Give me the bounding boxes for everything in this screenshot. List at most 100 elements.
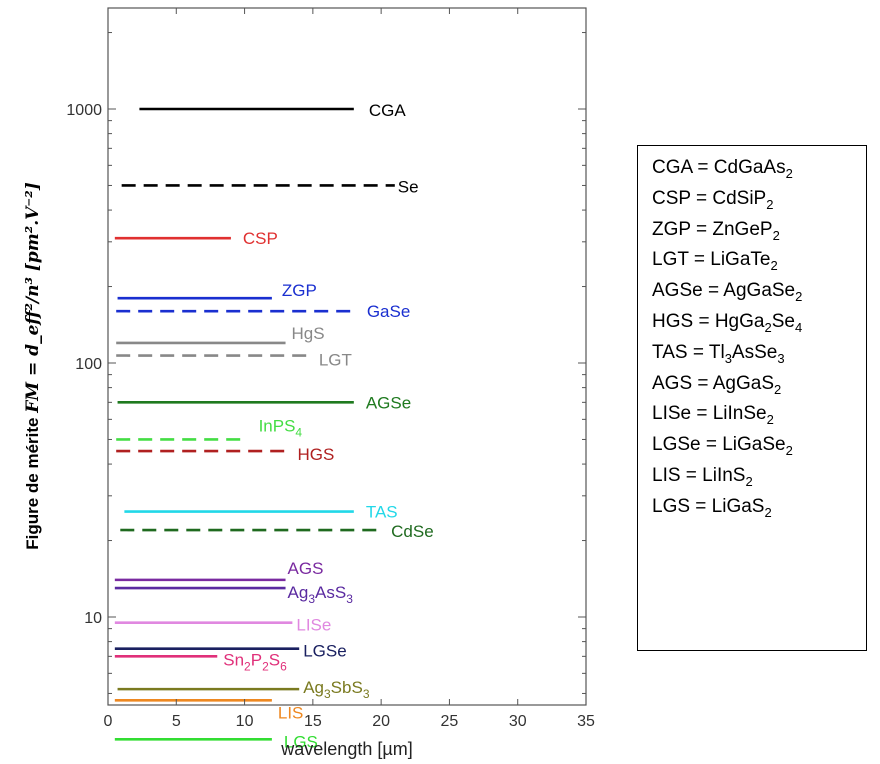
series-label-subscript: 2 — [244, 659, 251, 673]
legend-entry-text: ZGP = ZnGeP — [652, 218, 773, 240]
x-tick-label: 20 — [372, 713, 390, 730]
legend-entry-text: HGS = HgGa — [652, 310, 765, 332]
series-label-part: LGS — [284, 732, 318, 751]
legend-entry-text: CGA = CdGaAs — [652, 157, 786, 178]
legend-entry-text: LGS = LiGaS — [652, 495, 765, 517]
legend-entry: LISe = LiInSe2 — [652, 399, 866, 430]
series-label-part: Se — [398, 177, 419, 196]
legend-entry-text: LGSe = LiGaSe — [652, 434, 786, 456]
legend-entry-text: AsSe — [731, 341, 778, 363]
x-tick-label: 35 — [577, 713, 595, 730]
series-label-subscript: 3 — [308, 592, 315, 606]
series-label-subscript: 6 — [280, 659, 287, 673]
legend-entry-subscript: 2 — [770, 258, 778, 274]
legend-entry-subscript: 2 — [774, 381, 782, 397]
x-axis-label: wavelength [µm] — [280, 739, 412, 759]
series-label: AGS — [288, 559, 324, 578]
series-label-subscript: 4 — [295, 425, 302, 439]
legend-entry-subscript: 2 — [795, 288, 803, 304]
series-label-part: P — [251, 650, 262, 669]
legend-entry-subscript: 2 — [745, 473, 753, 489]
series-label: HgS — [292, 324, 325, 343]
y-axis-label-formula: FM = d_eff²/n³ [pm².V⁻²] — [23, 182, 43, 414]
series-label-subscript: 3 — [346, 592, 353, 606]
ticks-layer: 0 5 10 15 20 25 30 35 10 100 1000 — [66, 8, 595, 730]
series-label-part: CSP — [243, 229, 278, 248]
y-tick-label: 100 — [75, 356, 102, 373]
legend-entry: AGS = AgGaS2 — [652, 369, 866, 400]
legend-entry: HGS = HgGa2Se4 — [652, 307, 866, 338]
legend-entry: LGT = LiGaTe2 — [652, 245, 866, 276]
legend-entry-subscript: 2 — [764, 504, 772, 520]
series-label: CGA — [369, 101, 407, 120]
legend-entry: LIS = LiInS2 — [652, 461, 866, 492]
series-label: LGS — [284, 732, 318, 751]
series-label: LIS — [278, 703, 304, 722]
series-label-part: ZGP — [282, 281, 317, 300]
series-label: Ag3SbS3 — [303, 678, 370, 701]
x-tick-label: 0 — [104, 713, 113, 730]
y-tick-label: 10 — [84, 610, 102, 627]
legend-entry-subscript: 2 — [766, 412, 774, 428]
series-label: Se — [398, 177, 419, 196]
legend-entry-subscript: 2 — [772, 227, 780, 243]
series-label-part: S — [269, 650, 280, 669]
legend-entry-text: TAS = Tl — [652, 341, 725, 363]
abbreviation-legend: CGA = CdGaAs2 CSP = CdSiP2 ZGP = ZnGeP2 LGT… — [637, 145, 867, 651]
y-axis-label-text: Figure de mérite — [23, 413, 42, 550]
series-label-part: LIS — [278, 703, 304, 722]
x-tick-label: 25 — [441, 713, 459, 730]
x-tick-label: 15 — [304, 713, 322, 730]
legend-entry-subscript: 2 — [785, 165, 793, 181]
series-label: LGT — [319, 351, 352, 370]
series-label-part: Ag — [303, 678, 324, 697]
series-layer: TeCGASeCSPZGPGaSeHgSLGTAGSeInPS4HGSTASCd… — [114, 101, 434, 751]
legend-entry: CSP = CdSiP2 — [652, 184, 866, 215]
series-label: GaSe — [367, 302, 410, 321]
series-label-subscript: 2 — [262, 659, 269, 673]
legend-entry-text: AGSe = AgGaSe — [652, 280, 796, 302]
series-label-part: LGT — [319, 351, 352, 370]
series-label: LISe — [296, 616, 331, 635]
legend-entry-text: LGT = LiGaTe — [652, 249, 771, 271]
legend-entry-text: CSP = CdSiP — [652, 187, 767, 209]
series-label: AGSe — [366, 393, 411, 412]
y-axis-label: Figure de mérite FM = d_eff²/n³ [pm².V⁻²… — [23, 182, 43, 550]
legend-entry-subscript: 2 — [766, 196, 774, 212]
legend-entry-subscript: 2 — [764, 319, 772, 335]
legend-entry-text: LISe = LiInSe — [652, 403, 767, 425]
series-label: Sn2P2S6 — [223, 650, 287, 673]
series-label: InPS4 — [259, 416, 303, 439]
series-label-part: LGSe — [303, 642, 346, 661]
series-label-part: Ag — [288, 583, 309, 602]
series-label: Ag3AsS3 — [288, 583, 354, 606]
legend-entry-text: LIS = LiInS — [652, 464, 746, 486]
y-tick-label: 1000 — [66, 102, 102, 119]
legend-entry: TAS = Tl3AsSe3 — [652, 338, 866, 369]
legend-entry-subscript: 3 — [724, 350, 732, 366]
legend-entry-text: Se — [771, 310, 795, 332]
series-label-part: LISe — [296, 616, 331, 635]
legend-entry-subscript: 3 — [777, 350, 785, 366]
series-label-part: AGS — [288, 559, 324, 578]
x-tick-label: 5 — [172, 713, 181, 730]
series-label-part: Sn — [223, 650, 244, 669]
legend-entry: LGS = LiGaS2 — [652, 492, 866, 523]
series-label: LGSe — [303, 642, 346, 661]
series-label-subscript: 3 — [324, 687, 331, 701]
series-label-subscript: 3 — [363, 687, 370, 701]
series-label-part: CGA — [369, 101, 407, 120]
series-label-part: SbS — [331, 678, 363, 697]
series-label-part: HGS — [298, 445, 335, 464]
series-label-part: GaSe — [367, 302, 410, 321]
series-label-part: InPS — [259, 416, 296, 435]
series-label: ZGP — [282, 281, 317, 300]
series-label: CdSe — [391, 522, 434, 541]
legend-entry: LGSe = LiGaSe2 — [652, 430, 866, 461]
x-tick-label: 30 — [509, 713, 527, 730]
series-label-part: AGSe — [366, 393, 411, 412]
series-label-part: AsS — [315, 583, 346, 602]
plot-area-frame — [107, 7, 587, 706]
legend-entry-text: AGS = AgGaS — [652, 372, 774, 394]
